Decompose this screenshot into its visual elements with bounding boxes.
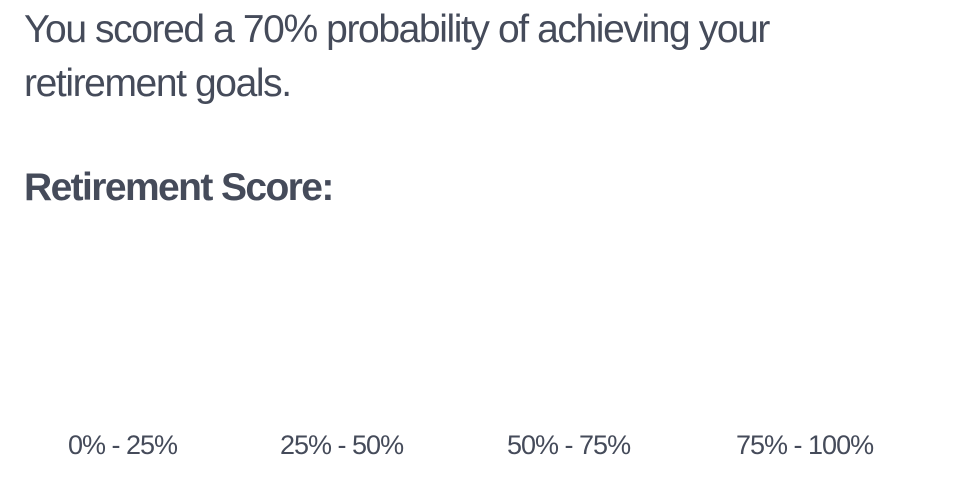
retirement-score-heading: Retirement Score:	[24, 166, 334, 209]
range-label-0-25: 0% - 25%	[68, 430, 178, 460]
result-message: You scored a 70% probability of achievin…	[24, 8, 770, 105]
score-range-scale: 0% - 25% 25% - 50% 50% - 75% 75% - 100%	[0, 425, 978, 465]
range-label-75-100: 75% - 100%	[736, 430, 874, 460]
range-label-50-75: 50% - 75%	[507, 430, 631, 460]
range-label-25-50: 25% - 50%	[280, 430, 404, 460]
